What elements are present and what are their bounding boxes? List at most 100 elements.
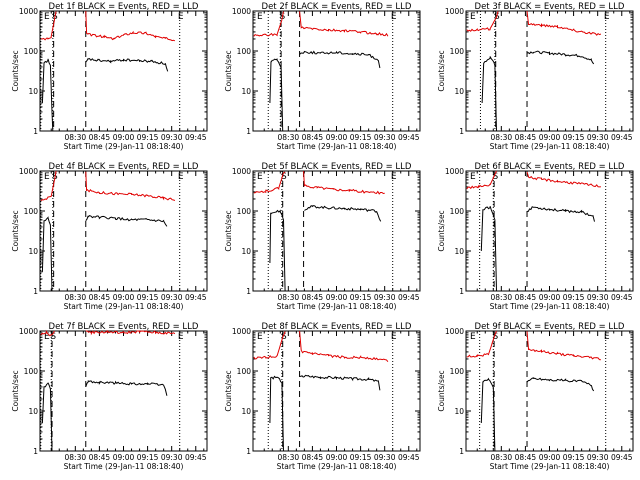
y-tick-label: 100	[24, 367, 39, 376]
x-tick-label: 09:45	[185, 453, 207, 462]
x-tick-label: 08:45	[302, 453, 324, 462]
events-series-line	[41, 382, 53, 452]
x-tick-label: 09:30	[161, 453, 183, 462]
x-tick-label: 09:00	[539, 133, 561, 142]
segment-marker-label: S	[492, 172, 498, 182]
segment-marker-label: E	[604, 172, 610, 182]
panel-title: Det 8f BLACK = Events, RED = LLD	[262, 322, 412, 332]
events-series-line	[480, 377, 496, 452]
x-tick-label: 09:30	[374, 133, 396, 142]
events-series-line	[480, 206, 497, 292]
x-tick-label: 09:30	[161, 293, 183, 302]
events-series-line	[85, 58, 169, 72]
panel-title: Det 4f BLACK = Events, RED = LLD	[49, 162, 199, 172]
x-tick-label: 09:15	[350, 133, 372, 142]
segment-marker-label: E	[470, 12, 476, 22]
lld-series-line	[40, 329, 55, 337]
x-tick-label: 09:30	[587, 293, 609, 302]
y-tick-label: 100	[450, 367, 465, 376]
x-tick-label: 08:30	[65, 453, 87, 462]
lld-series-line	[299, 11, 389, 37]
y-tick-label: 1000	[232, 7, 251, 16]
y-tick-label: 1000	[19, 7, 38, 16]
segment-marker-label: E	[44, 12, 50, 22]
panel-title: Det 3f BLACK = Events, RED = LLD	[475, 2, 625, 12]
y-tick-label: 1000	[19, 167, 38, 176]
y-tick-label: 1	[246, 447, 251, 456]
lld-series-line	[526, 331, 601, 361]
y-tick-label: 100	[450, 207, 465, 216]
x-axis-label: Start Time (29-Jan-11 08:18:40)	[490, 302, 610, 311]
y-tick-label: 10	[241, 407, 251, 416]
panel-title: Det 1f BLACK = Events, RED = LLD	[49, 2, 199, 12]
segment-marker-label: E	[391, 172, 397, 182]
events-series-line	[299, 50, 381, 69]
x-axis-label: Start Time (29-Jan-11 08:18:40)	[277, 142, 397, 151]
x-axis-label: Start Time (29-Jan-11 08:18:40)	[277, 462, 397, 471]
x-tick-label: 09:00	[113, 453, 135, 462]
x-tick-label: 08:45	[515, 133, 537, 142]
x-tick-label: 09:00	[326, 133, 348, 142]
lld-series-line	[526, 171, 601, 188]
lld-series-line	[253, 11, 284, 37]
panel-2: Det 2f BLACK = Events, RED = LLD 1 10 100 10…	[224, 2, 421, 151]
y-tick-label: 10	[28, 407, 38, 416]
x-tick-label: 09:30	[161, 133, 183, 142]
y-tick-label: 100	[24, 47, 39, 56]
y-tick-label: 10	[454, 407, 464, 416]
x-tick-label: 09:00	[113, 133, 135, 142]
y-axis-label: Counts/sec	[11, 210, 20, 251]
y-tick-label: 1	[246, 127, 251, 136]
plot-frame	[252, 330, 421, 452]
segment-marker-label: S	[281, 172, 287, 182]
x-tick-label: 09:30	[374, 453, 396, 462]
segment-marker-label: E	[604, 12, 610, 22]
y-axis-label: Counts/sec	[437, 210, 446, 251]
y-tick-label: 100	[237, 367, 252, 376]
x-tick-label: 09:00	[113, 293, 135, 302]
segment-marker-label: E	[257, 12, 263, 22]
y-axis-label: Counts/sec	[224, 210, 233, 251]
segment-marker-label: E	[470, 332, 476, 342]
y-axis-label: Counts/sec	[437, 370, 446, 411]
y-tick-label: 100	[237, 47, 252, 56]
x-tick-label: 09:15	[563, 453, 585, 462]
events-series-line	[85, 380, 168, 396]
x-tick-label: 08:45	[302, 133, 324, 142]
panel-8: Det 8f BLACK = Events, RED = LLD 1 10 100 10…	[224, 322, 421, 471]
y-tick-label: 1	[33, 287, 38, 296]
x-tick-label: 09:45	[398, 293, 420, 302]
y-tick-label: 10	[454, 247, 464, 256]
x-tick-label: 09:00	[326, 453, 348, 462]
lld-series-line	[299, 330, 389, 363]
y-axis-label: Counts/sec	[11, 50, 20, 91]
segment-marker-label: S	[50, 332, 56, 342]
segment-marker-label: E	[604, 332, 610, 342]
y-tick-label: 100	[237, 207, 252, 216]
x-tick-label: 09:45	[185, 293, 207, 302]
y-tick-label: 1	[459, 447, 464, 456]
lld-series-line	[303, 170, 385, 195]
events-series-line	[269, 209, 286, 292]
events-series-line	[85, 215, 168, 227]
y-tick-label: 100	[450, 47, 465, 56]
x-tick-label: 08:45	[302, 293, 324, 302]
x-axis-label: Start Time (29-Jan-11 08:18:40)	[490, 462, 610, 471]
x-axis-label: Start Time (29-Jan-11 08:18:40)	[64, 302, 184, 311]
y-tick-label: 1	[33, 447, 38, 456]
x-tick-label: 09:45	[611, 293, 633, 302]
x-tick-label: 08:30	[278, 133, 300, 142]
x-tick-label: 08:45	[515, 453, 537, 462]
y-tick-label: 1	[33, 127, 38, 136]
x-axis-label: Start Time (29-Jan-11 08:18:40)	[277, 302, 397, 311]
x-tick-label: 08:30	[65, 293, 87, 302]
y-tick-label: 1000	[19, 327, 38, 336]
events-series-line	[526, 50, 595, 65]
x-axis-label: Start Time (29-Jan-11 08:18:40)	[64, 142, 184, 151]
events-series-line	[527, 206, 595, 222]
x-tick-label: 09:15	[350, 293, 372, 302]
segment-marker-label: E	[257, 172, 263, 182]
x-tick-label: 09:30	[587, 453, 609, 462]
y-tick-label: 1000	[232, 167, 251, 176]
x-tick-label: 09:45	[611, 133, 633, 142]
